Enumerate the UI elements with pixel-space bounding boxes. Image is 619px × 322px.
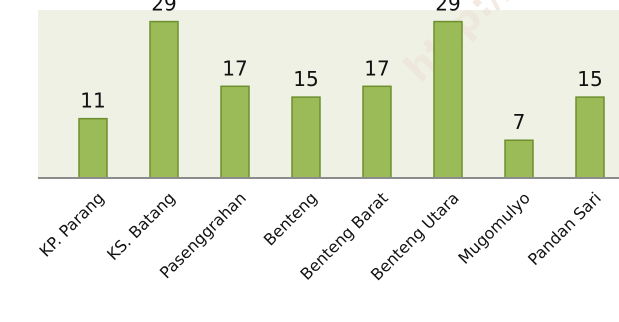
bar-6 (504, 139, 534, 179)
bars-layer (78, 20, 605, 179)
x-tick-label-6: Mugomulyo (454, 188, 533, 267)
value-label-5: 29 (435, 0, 460, 16)
bar-3 (291, 96, 321, 179)
bar-7 (575, 96, 605, 179)
x-tick-label-0: KP. Parang (36, 188, 108, 260)
bar-1 (149, 20, 179, 179)
value-label-0: 11 (80, 89, 105, 113)
value-label-7: 15 (577, 67, 602, 91)
value-label-4: 17 (364, 56, 389, 80)
value-labels-layer: 11 29 17 15 17 29 7 15 (80, 0, 602, 134)
x-tick-label-7: Pandan Sari (524, 188, 605, 269)
value-label-1: 29 (151, 0, 176, 16)
bar-0 (78, 117, 108, 179)
x-tick-label-3: Benteng (260, 188, 321, 249)
bar-5 (433, 20, 463, 179)
value-label-3: 15 (293, 67, 318, 91)
value-label-2: 17 (222, 56, 247, 80)
x-tick-label-1: KS. Batang (103, 188, 179, 264)
bar-4 (362, 85, 392, 179)
bar-2 (220, 85, 250, 179)
value-label-6: 7 (513, 110, 526, 134)
